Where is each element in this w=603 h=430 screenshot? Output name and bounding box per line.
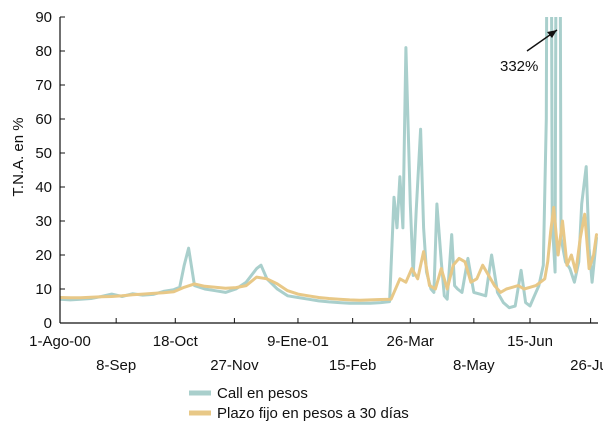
y-axis-title: T.N.A. en % [10,117,27,196]
x-tick-label: 18-Oct [153,333,199,350]
y-tick-label: 30 [35,213,52,230]
y-tick-label: 10 [35,281,52,298]
y-tick-label: 20 [35,247,52,264]
axes-layer: 0 10 20 30 40 50 60 70 80 90 1-Ago-00 8-Sep 18-Oct 27… [29,9,603,374]
series-line-call [60,17,598,310]
x-tick-label: 26-Jul [570,357,603,374]
annotation-label: 332% [500,58,538,75]
series-line-plazo [60,205,598,302]
x-tick-label: 26-Mar [387,333,435,350]
annotation-layer: 332% [500,29,558,75]
y-tick-label: 0 [44,315,52,332]
y-tick-label: 40 [35,179,52,196]
legend-label-plazo: Plazo fijo en pesos a 30 días [217,405,409,422]
x-tick-label: 1-Ago-00 [29,333,91,350]
y-tick-label: 80 [35,43,52,60]
y-tick-label: 60 [35,111,52,128]
y-tick-label: 70 [35,77,52,94]
annotation-arrowhead [547,30,557,38]
y-tick-label: 90 [35,9,52,26]
legend-label-call: Call en pesos [217,385,308,402]
x-tick-label: 15-Feb [329,357,377,374]
x-tick-label: 15-Jun [507,333,553,350]
x-tick-label: 27-Nov [210,357,259,374]
series-layer [60,17,598,310]
x-tick-label: 8-Sep [96,357,136,374]
x-tick-label: 9-Ene-01 [267,333,329,350]
y-tick-label: 50 [35,145,52,162]
legend: Call en pesos Plazo fijo en pesos a 30 d… [189,385,409,422]
x-tick-label: 8-May [453,357,495,374]
